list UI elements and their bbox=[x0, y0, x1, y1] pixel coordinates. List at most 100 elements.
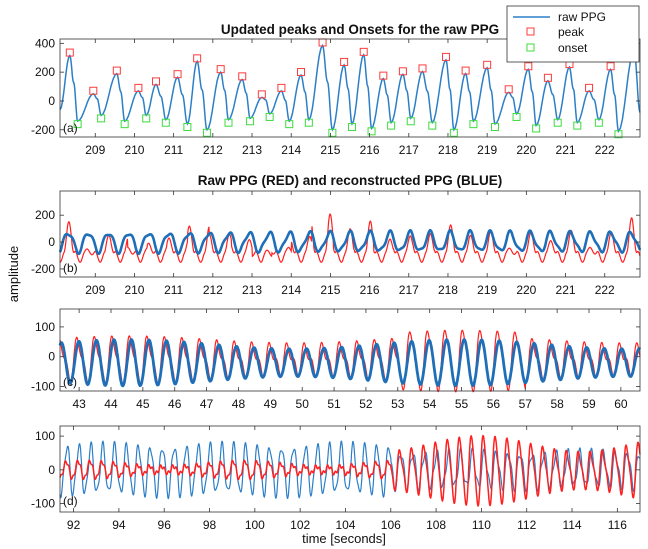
panel-b-plot: 209 210 211 212 213 214 215 216 217 218 219 220 221 2… bbox=[31, 191, 642, 297]
panel-c-xtick-label: 48 bbox=[232, 397, 246, 411]
onset-marker bbox=[449, 128, 458, 137]
legend-onset-marker bbox=[526, 43, 535, 52]
panel-d-xtick-label: 100 bbox=[245, 518, 265, 532]
panel-a-ytick-label: 0 bbox=[48, 94, 55, 108]
series-red bbox=[59, 434, 641, 508]
panel-a-ytick-label: 400 bbox=[35, 36, 55, 50]
panel-d: 92 94 96 98 100 102 104 106 108 110 112 114 116 -100 0… bbox=[31, 425, 641, 532]
panel-a-frame bbox=[59, 38, 641, 138]
panel-d-ytick-label: 0 bbox=[48, 463, 55, 477]
legend: raw PPG peak onset bbox=[506, 5, 640, 63]
panel-d-xtick-label: 108 bbox=[426, 518, 446, 532]
peak-marker bbox=[442, 52, 451, 61]
panel-c-xtick-label: 55 bbox=[455, 397, 469, 411]
onset-marker bbox=[97, 114, 106, 123]
panel-c-xtick-label: 46 bbox=[168, 397, 182, 411]
panel-c-xtick-label: 43 bbox=[72, 397, 86, 411]
panel-b-xtick-label: 221 bbox=[556, 283, 576, 297]
peak-marker bbox=[297, 68, 306, 77]
panel-a-xtick-label: 222 bbox=[595, 143, 615, 157]
panel-d-frame bbox=[59, 425, 641, 513]
onset-marker bbox=[265, 112, 274, 121]
legend-peak-marker bbox=[526, 27, 535, 36]
panel-d-xtick-label: 102 bbox=[290, 518, 310, 532]
panel-a-xtick-label: 211 bbox=[164, 143, 183, 157]
panel-a-title: Updated peaks and Onsets for the raw PPG bbox=[221, 22, 499, 37]
panel-b-xtick-label: 216 bbox=[360, 283, 380, 297]
panel-d-plot: 92 94 96 98 100 102 104 106 108 110 112 114 116 -100 0… bbox=[31, 426, 641, 532]
panel-a-xtick-label: 214 bbox=[281, 143, 301, 157]
panel-c-frame bbox=[59, 308, 641, 392]
panel-a-xtick-label: 210 bbox=[124, 143, 144, 157]
panel-c-xtick-label: 53 bbox=[391, 397, 405, 411]
onset-marker bbox=[202, 128, 211, 137]
panel-c-xtick-label: 54 bbox=[423, 397, 437, 411]
peak-marker bbox=[585, 83, 594, 92]
panel-a-xtick-label: 209 bbox=[85, 143, 105, 157]
panel-b-xtick-label: 219 bbox=[477, 283, 497, 297]
onset-marker bbox=[161, 118, 170, 127]
panel-c-xtick-label: 57 bbox=[519, 397, 533, 411]
panel-c-xtick-label: 60 bbox=[614, 397, 628, 411]
legend-box bbox=[506, 5, 640, 63]
peak-marker bbox=[193, 54, 202, 63]
panel-c-plot: 43 44 45 46 47 48 49 50 51 52 53 54 55 56 57 58 59 60 -100… bbox=[31, 309, 642, 411]
onset-marker bbox=[553, 118, 562, 127]
panel-a-xtick-label: 220 bbox=[516, 143, 536, 157]
panel-a-xtick-label: 217 bbox=[399, 143, 419, 157]
panel-b-xtick-label: 209 bbox=[85, 283, 105, 297]
panel-a-plot: 209 210 211 212 213 214 215 216 217 218 219 220 221 2… bbox=[31, 36, 641, 157]
panel-a-xtick-label: 221 bbox=[556, 143, 576, 157]
peak-marker bbox=[340, 57, 349, 66]
panel-a-label: (a) bbox=[63, 121, 78, 135]
panel-d-ytick-label: -100 bbox=[31, 497, 55, 511]
onset-marker bbox=[367, 127, 376, 136]
panel-d-xtick-label: 112 bbox=[517, 518, 536, 532]
peak-marker bbox=[524, 62, 533, 71]
panel-b-xtick-label: 220 bbox=[516, 283, 536, 297]
panel-c-xtick-label: 51 bbox=[327, 397, 341, 411]
panel-d-xtick-label: 116 bbox=[608, 518, 627, 532]
onset-marker bbox=[573, 121, 582, 130]
peak-marker bbox=[89, 86, 98, 95]
panel-b-xtick-label: 222 bbox=[595, 283, 615, 297]
series-blue bbox=[59, 440, 641, 500]
onset-marker bbox=[120, 120, 129, 129]
panel-a-xtick-label: 219 bbox=[477, 143, 497, 157]
peak-marker bbox=[461, 66, 470, 75]
panel-c-xtick-label: 59 bbox=[582, 397, 596, 411]
panel-a-xtick-label: 216 bbox=[360, 143, 380, 157]
peak-marker bbox=[379, 71, 388, 80]
panel-d-ytick-label: 100 bbox=[35, 429, 55, 443]
panel-d-xtick-label: 98 bbox=[203, 518, 217, 532]
peak-marker bbox=[398, 67, 407, 76]
panel-c-ytick-label: 0 bbox=[48, 350, 55, 364]
panel-b-xtick-label: 217 bbox=[399, 283, 419, 297]
onset-marker bbox=[224, 118, 233, 127]
panel-c-xtick-label: 58 bbox=[550, 397, 564, 411]
series-reconstructed-blue bbox=[58, 228, 642, 256]
onset-marker bbox=[512, 112, 521, 121]
panel-b-ytick-label: -200 bbox=[31, 262, 55, 276]
onset-marker bbox=[73, 120, 82, 129]
panel-b-xtick-label: 210 bbox=[124, 283, 144, 297]
onset-marker bbox=[347, 123, 356, 132]
panel-c-xtick-label: 49 bbox=[264, 397, 278, 411]
panel-c-ytick-label: 100 bbox=[35, 320, 55, 334]
panel-d-label: (d) bbox=[63, 494, 78, 508]
onset-marker bbox=[142, 114, 151, 123]
legend-entry-onset: onset bbox=[558, 41, 588, 55]
peak-marker bbox=[65, 48, 74, 57]
panel-a-xtick-label: 213 bbox=[242, 143, 262, 157]
panel-a: Updated peaks and Onsets for the raw PPG… bbox=[31, 5, 641, 157]
panel-b-xtick-label: 218 bbox=[438, 283, 458, 297]
panel-b-xtick-label: 214 bbox=[281, 283, 301, 297]
panel-d-xtick-label: 104 bbox=[335, 518, 355, 532]
panel-b-label: (b) bbox=[63, 261, 78, 275]
panel-a-xtick-label: 215 bbox=[320, 143, 340, 157]
peak-marker bbox=[112, 66, 121, 75]
peak-marker bbox=[277, 83, 286, 92]
y-axis-label: amplitude bbox=[6, 246, 21, 302]
peak-marker bbox=[238, 72, 247, 81]
